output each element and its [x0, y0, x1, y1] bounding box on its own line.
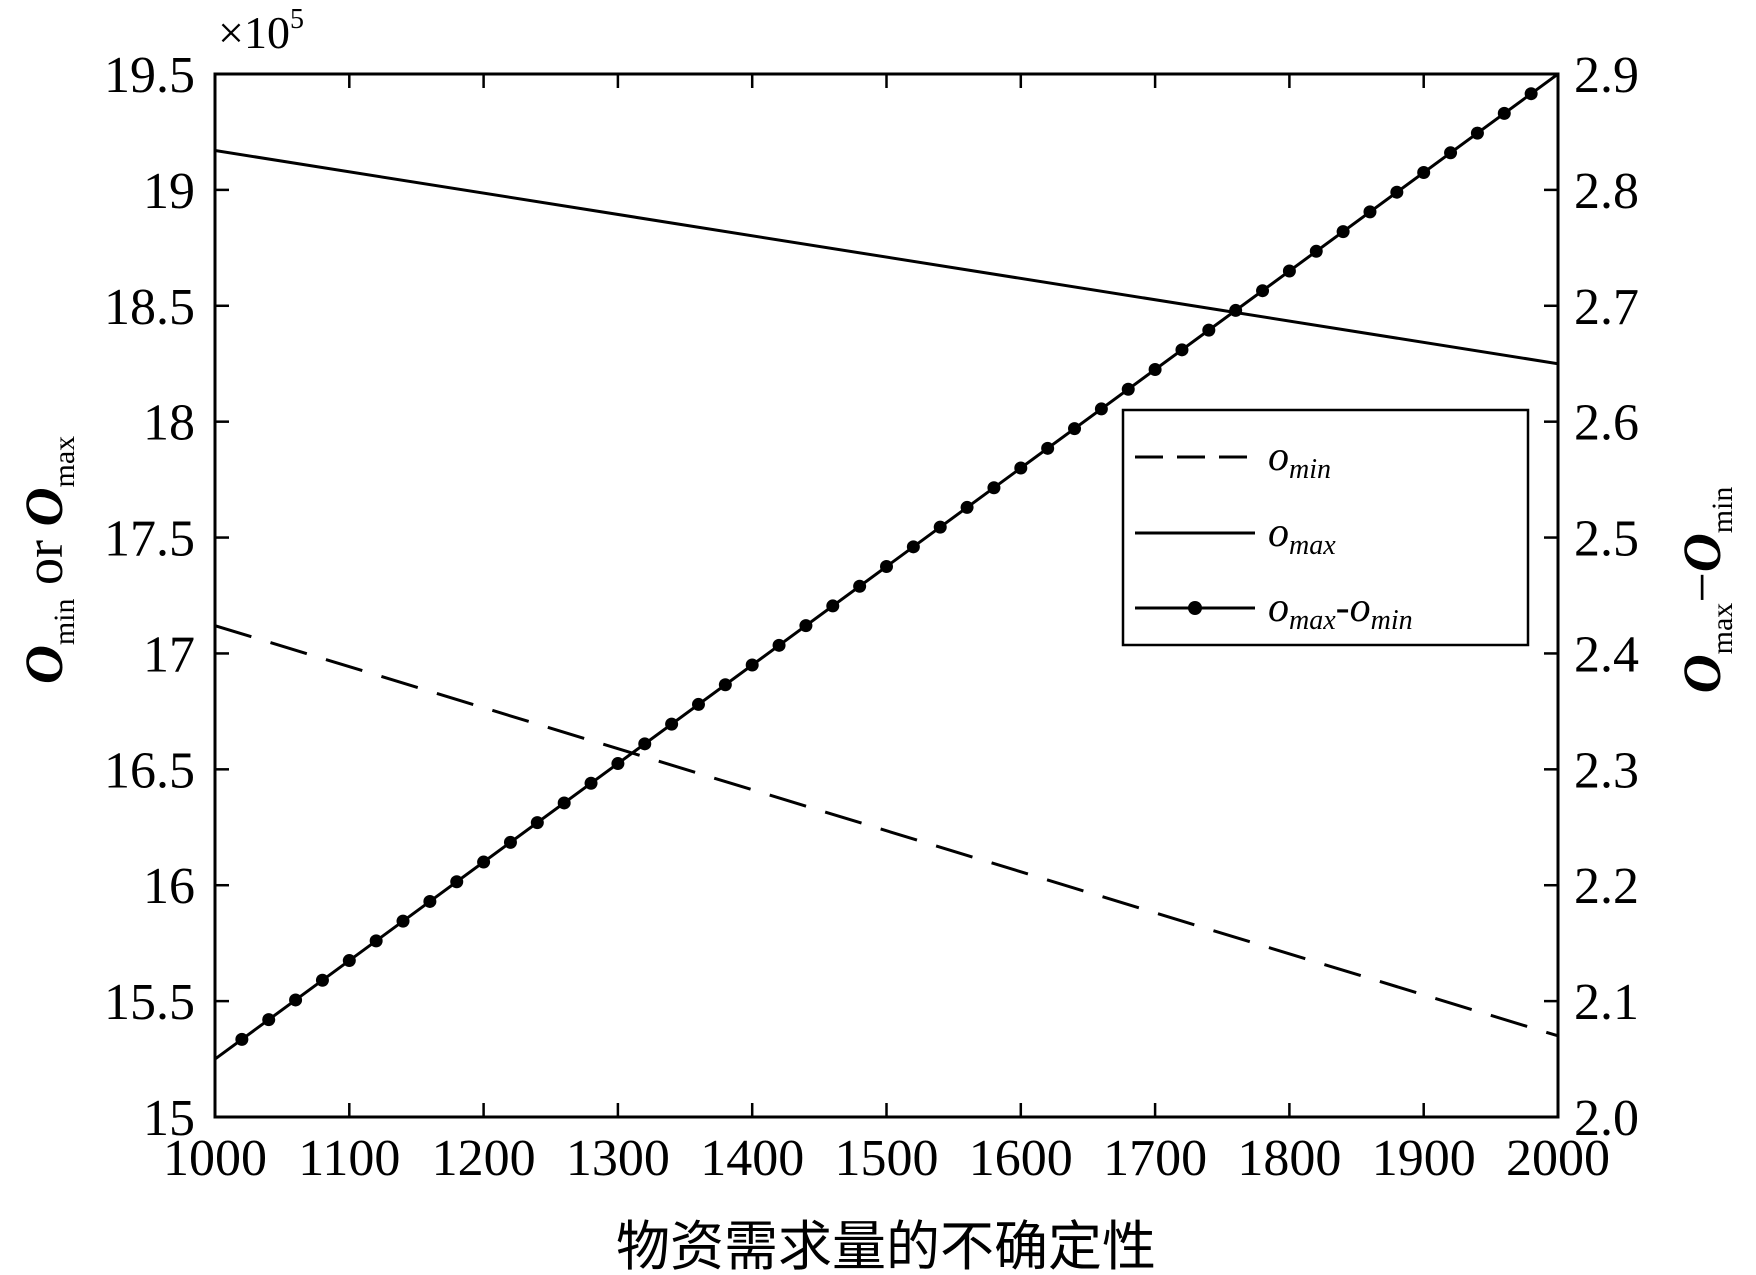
left-y-tick-label: 17	[143, 626, 195, 683]
x-tick-label: 1300	[566, 1130, 670, 1187]
series-point-o_max-o_min	[772, 638, 786, 652]
series-point-o_max-o_min	[1282, 264, 1296, 278]
left-y-axis-title: Omin or Omax	[14, 436, 81, 684]
right-y-axis-title: Omax−Omin	[1672, 487, 1739, 694]
series-point-o_max-o_min	[665, 717, 679, 731]
right-y-tick-label: 2.2	[1574, 858, 1639, 915]
right-y-tick-label: 2.1	[1574, 974, 1639, 1031]
right-y-tick-label: 2.7	[1574, 279, 1639, 336]
series-point-o_max-o_min	[477, 855, 491, 869]
x-axis: 1000 1100 1200 1300 1400 1500 1600 1700 1800 1900…	[163, 74, 1610, 1187]
series-point-o_max-o_min	[1068, 422, 1082, 436]
series-point-o_max-o_min	[450, 875, 464, 889]
series-point-o_max-o_min	[1444, 146, 1458, 160]
x-tick-label: 2000	[1506, 1130, 1610, 1187]
left-y-tick-label: 15.5	[104, 974, 195, 1031]
series-point-o_max-o_min	[584, 776, 598, 790]
series-point-o_max-o_min	[1417, 166, 1431, 180]
right-y-tick-label: 2.4	[1574, 626, 1639, 683]
left-y-tick-label: 17.5	[104, 511, 195, 568]
left-y-axis: 15 15.5 16 16.5 17 17.5 18 18.5 19 19.5	[104, 47, 229, 1147]
series-point-o_max-o_min	[1202, 323, 1216, 337]
left-y-tick-label: 15	[143, 1090, 195, 1147]
series-point-o_max-o_min	[933, 520, 947, 534]
series-point-o_max-o_min	[423, 894, 437, 908]
series-point-o_max-o_min	[1041, 441, 1055, 455]
series-point-o_max-o_min	[960, 500, 974, 514]
series-line-o_min	[215, 624, 1558, 1038]
x-tick-label: 1700	[1103, 1130, 1207, 1187]
right-y-tick-label: 2.8	[1574, 163, 1639, 220]
svg-text:Omax−Omin: Omax−Omin	[1672, 487, 1739, 694]
right-y-tick-label: 2.3	[1574, 742, 1639, 799]
left-y-tick-label: 18.5	[104, 279, 195, 336]
x-tick-label: 1000	[163, 1130, 267, 1187]
x-axis-title: 物资需求量的不确定性	[616, 1217, 1156, 1275]
right-y-tick-label: 2.6	[1574, 395, 1639, 452]
x-tick-label: 1600	[969, 1130, 1073, 1187]
series-layer	[215, 74, 1558, 1061]
series-point-o_max-o_min	[289, 993, 303, 1007]
exponent-label: ×105	[218, 4, 304, 58]
right-y-tick-label: 2.5	[1574, 511, 1639, 568]
svg-text:Omin or Omax: Omin or Omax	[14, 436, 81, 684]
series-point-o_max-o_min	[826, 599, 840, 613]
series-point-o_max-o_min	[1175, 343, 1189, 357]
series-point-o_max-o_min	[1497, 106, 1511, 120]
series-point-o_max-o_min	[1014, 461, 1028, 475]
right-y-tick-label: 2.9	[1574, 47, 1639, 104]
series-point-o_max-o_min	[503, 835, 517, 849]
series-point-o_max-o_min	[396, 914, 410, 928]
series-point-o_max-o_min	[1256, 284, 1270, 298]
x-tick-label: 1800	[1237, 1130, 1341, 1187]
series-point-o_max-o_min	[315, 973, 329, 987]
series-point-o_max-o_min	[369, 934, 383, 948]
series-point-o_max-o_min	[1309, 244, 1323, 258]
series-point-o_max-o_min	[262, 1013, 276, 1027]
x-tick-label: 1400	[700, 1130, 804, 1187]
left-y-tick-label: 19.5	[104, 47, 195, 104]
series-point-o_max-o_min	[745, 658, 759, 672]
series-point-o_max-o_min	[718, 678, 732, 692]
x-tick-label: 1500	[835, 1130, 939, 1187]
series-point-o_max-o_min	[799, 619, 813, 633]
x-tick-label: 1200	[432, 1130, 536, 1187]
series-point-o_max-o_min	[557, 796, 571, 810]
x-tick-label: 1900	[1372, 1130, 1476, 1187]
right-y-axis: 2.0 2.1 2.2 2.3 2.4 2.5 2.6 2.7 2.8 2.9	[1544, 47, 1639, 1147]
series-point-o_max-o_min	[691, 697, 705, 711]
series-point-o_max-o_min	[638, 737, 652, 751]
series-point-o_max-o_min	[853, 579, 867, 593]
series-point-o_max-o_min	[1524, 87, 1538, 101]
series-point-o_max-o_min	[611, 757, 625, 771]
left-y-tick-label: 19	[143, 163, 195, 220]
series-point-o_max-o_min	[1094, 402, 1108, 416]
series-point-o_max-o_min	[906, 540, 920, 554]
series-point-o_max-o_min	[1121, 382, 1135, 396]
series-point-o_max-o_min	[1229, 303, 1243, 317]
series-point-o_max-o_min	[987, 481, 1001, 495]
legend-label-o-min: omin	[1268, 434, 1331, 485]
series-point-o_max-o_min	[530, 816, 544, 830]
series-line-o_max	[215, 149, 1558, 366]
series-point-o_max-o_min	[1336, 225, 1350, 239]
legend-marker-o-diff	[1188, 601, 1202, 615]
series-point-o_max-o_min	[1470, 126, 1484, 140]
right-y-tick-label: 2.0	[1574, 1090, 1639, 1147]
left-y-tick-label: 16	[143, 858, 195, 915]
series-point-o_max-o_min	[235, 1032, 249, 1046]
x-tick-label: 1100	[298, 1130, 400, 1187]
legend-label-o-diff: omax-omin	[1268, 585, 1413, 636]
legend: omin omax omax-omin	[1121, 408, 1530, 647]
left-y-tick-label: 18	[143, 395, 195, 452]
series-point-o_max-o_min	[342, 954, 356, 968]
series-point-o_max-o_min	[1390, 185, 1404, 199]
series-point-o_max-o_min	[880, 560, 893, 574]
legend-label-o-max: omax	[1268, 510, 1336, 561]
left-y-tick-label: 16.5	[104, 742, 195, 799]
series-point-o_max-o_min	[1148, 363, 1162, 377]
series-point-o_max-o_min	[1363, 205, 1377, 219]
